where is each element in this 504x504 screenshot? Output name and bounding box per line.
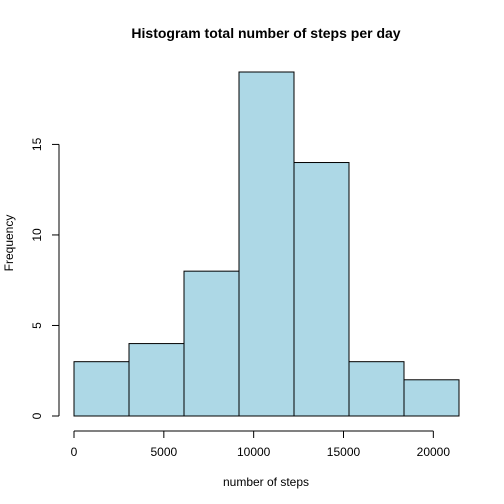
histogram-bar-7: [403, 379, 460, 417]
histogram-bar-6: [348, 361, 405, 417]
bars-group: [73, 71, 460, 417]
histogram-bar-2: [128, 343, 185, 417]
histogram-bar-1: [73, 361, 130, 417]
x-axis-label: number of steps: [223, 475, 309, 489]
x-tick-label: 20000: [417, 445, 451, 459]
y-axis: 0 5 10 15: [30, 137, 60, 419]
x-tick-label: 0: [71, 445, 78, 459]
y-axis-label: Frequency: [2, 215, 16, 272]
y-tick-label: 5: [30, 322, 44, 329]
chart-title: Histogram total number of steps per day: [131, 25, 400, 41]
histogram-bar-5: [293, 162, 350, 417]
x-axis: 0 5000 10000 15000 20000: [71, 430, 451, 459]
y-tick-label: 15: [30, 137, 44, 151]
y-tick-label: 0: [30, 412, 44, 419]
histogram-bar-3: [183, 270, 240, 417]
y-tick-label: 10: [30, 228, 44, 242]
x-tick-label: 5000: [150, 445, 177, 459]
x-tick-label: 15000: [327, 445, 361, 459]
histogram-bar-4: [238, 71, 295, 417]
x-tick-label: 10000: [237, 445, 271, 459]
